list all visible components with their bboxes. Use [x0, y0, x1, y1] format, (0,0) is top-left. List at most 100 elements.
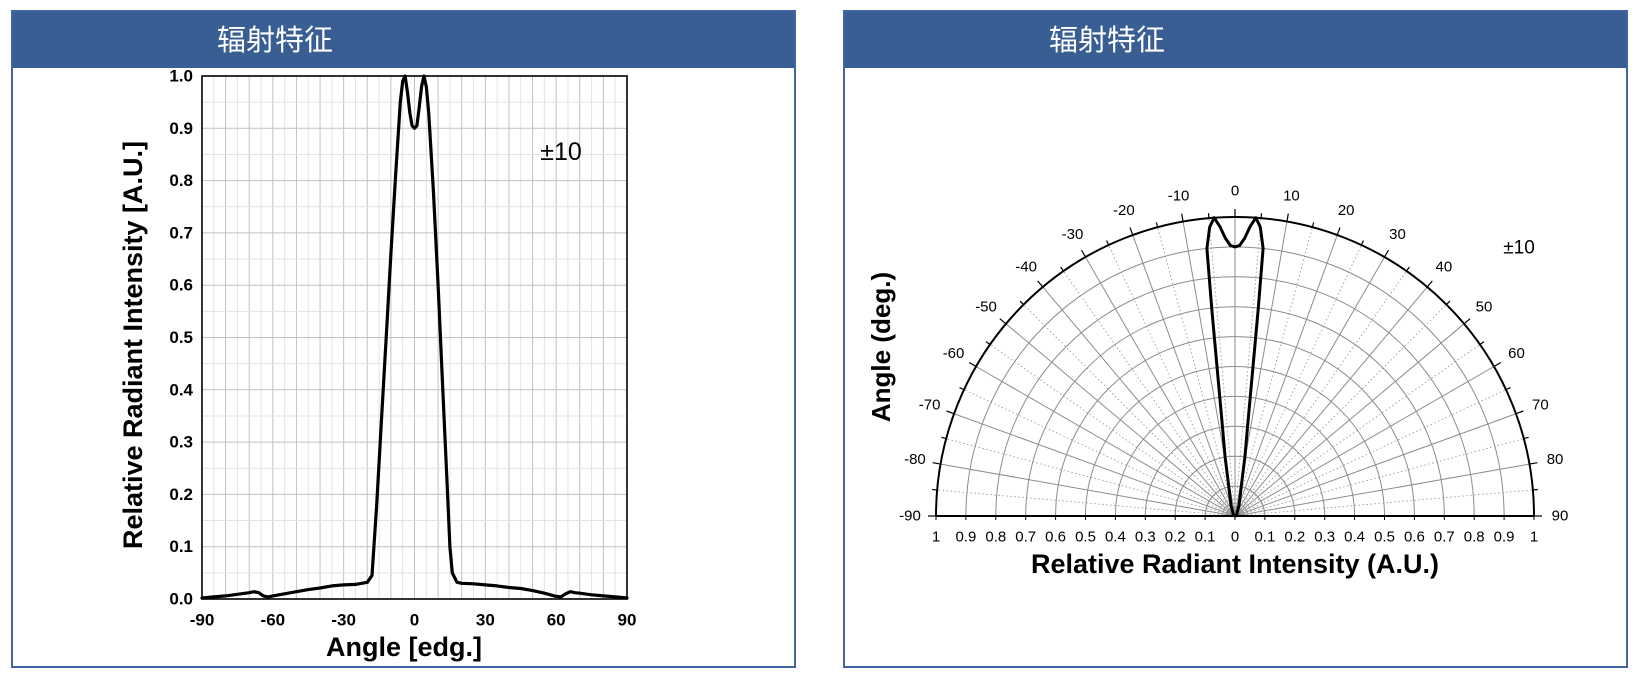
y-tick-label: 0.6: [169, 276, 193, 295]
intensity-tick-label: 0.2: [1284, 529, 1305, 546]
angle-tick-mark: [1446, 300, 1451, 305]
intensity-tick-label: 0.9: [1494, 529, 1515, 546]
angle-tick-mark: [1336, 227, 1341, 236]
angle-tick-label: 0: [1231, 183, 1239, 200]
intensity-tick-label: 0.6: [1045, 529, 1066, 546]
angle-tick-mark: [1523, 436, 1529, 440]
angle-tick-mark: [1426, 280, 1433, 288]
panel-header: 辐射特征: [845, 12, 1626, 68]
arc-gridline: [1025, 306, 1445, 517]
y-tick-label: 0.1: [169, 537, 193, 556]
angle-tick-mark: [959, 386, 965, 391]
angle-tick-mark: [1129, 227, 1134, 236]
angle-tick-label: -10: [1168, 187, 1190, 204]
angle-tick-mark: [1080, 249, 1087, 258]
angle-tick-mark: [1383, 249, 1390, 258]
y-tick-label: 0.3: [169, 433, 193, 452]
angle-tick-label: 90: [1552, 508, 1569, 525]
series-line: [200, 74, 629, 600]
angle-tick-mark: [946, 410, 955, 415]
y-tick-label: 0.7: [169, 223, 193, 242]
angle-tick-mark: [1181, 213, 1184, 222]
angle-tick-label: 20: [1338, 202, 1355, 219]
y-tick-label: 0.0: [169, 590, 193, 609]
intensity-tick-label: 0.4: [1105, 529, 1126, 546]
angle-axis-title: Angle (deg.): [866, 272, 896, 422]
panel-title: 辐射特征: [217, 23, 334, 57]
angle-tick-mark: [1286, 213, 1289, 222]
angle-tick-mark: [1105, 240, 1110, 246]
angle-tick-label: 30: [1389, 226, 1406, 243]
x-tick-label: -90: [190, 611, 215, 630]
arc-gridline: [995, 276, 1475, 517]
intensity-tick-label: 0.8: [985, 529, 1006, 546]
x-tick-label: -30: [331, 611, 356, 630]
intensity-tick-label: 1: [932, 529, 940, 546]
intensity-tick-label: 0.4: [1344, 529, 1365, 546]
intensity-tick-label: 0.9: [955, 529, 976, 546]
tick-labels: 0.0 0.1 0.2 0.3 0.4 0.5 0.6 0.7 0.8 0.9 1.0 -90 -60 -…: [169, 67, 636, 630]
angle-tick-mark: [968, 361, 977, 368]
x-tick-label: -60: [261, 611, 286, 630]
x-tick-label: 90: [618, 611, 637, 630]
plot-frame: [201, 75, 628, 600]
angle-tick-label: 40: [1436, 259, 1453, 276]
intensity-tick-label: 1: [1530, 529, 1538, 546]
arc-gridline: [1204, 485, 1266, 517]
angle-tick-label: 60: [1508, 345, 1525, 362]
angle-tick-mark: [1155, 222, 1159, 228]
radiation-panel-polar: 辐射特征 -90 -80 -70 -60 -50 -40 -30 -20 -10 0 10 20 30 4…: [843, 10, 1628, 668]
angle-tick-mark: [1505, 386, 1511, 391]
intensity-tick-label: 0.6: [1404, 529, 1425, 546]
intensity-tick-label: 0.1: [1254, 529, 1275, 546]
intensity-tick-label: 0.5: [1374, 529, 1395, 546]
angle-tick-mark: [999, 318, 1007, 325]
y-tick-label: 1.0: [169, 67, 193, 86]
intensity-tick-label: 0.5: [1075, 529, 1096, 546]
angle-tick-label: 80: [1547, 451, 1564, 468]
angle-tick-label: 10: [1283, 187, 1300, 204]
angle-tick-mark: [1463, 318, 1471, 325]
angle-tick-label: -50: [975, 299, 997, 316]
angle-tick-mark: [941, 436, 947, 440]
arc-gridline: [1174, 455, 1296, 517]
angle-tick-label: -90: [899, 508, 921, 525]
arc-gridline: [1144, 425, 1326, 517]
y-tick-label: 0.9: [169, 119, 193, 138]
angle-tick-label: -60: [943, 345, 965, 362]
y-tick-label: 0.8: [169, 171, 193, 190]
y-tick-label: 0.5: [169, 328, 193, 347]
polar-line-chart: -90-80-70-60-50-40-30-20-10 0 102030405060…: [866, 183, 1568, 580]
radiation-panel-cartesian: 辐射特征 0.0 0.1 0.2 0.3 0.4 0.5 0.6 0.7 0.8 0.9 1.0 -9…: [11, 10, 796, 668]
cartesian-line-chart: 0.0 0.1 0.2 0.3 0.4 0.5 0.6 0.7 0.8 0.9 1.0 -90 -60 -…: [118, 67, 636, 663]
y-tick-label: 0.2: [169, 485, 193, 504]
intensity-axis-title: Relative Radiant Intensity (A.U.): [1031, 549, 1439, 579]
intensity-tick-label: 0.3: [1135, 529, 1156, 546]
annotation-label: ±10: [540, 138, 582, 166]
panel-title: 辐射特征: [1049, 23, 1166, 57]
x-axis-title: Angle [edg.]: [326, 632, 482, 662]
polar-grid: [928, 209, 1542, 520]
x-tick-label: 0: [410, 611, 419, 630]
y-tick-label: 0.4: [169, 380, 193, 399]
angle-tick-mark: [1515, 410, 1524, 415]
grid: [201, 75, 628, 600]
angle-tick-mark: [1037, 280, 1044, 288]
intensity-tick-label: 0.7: [1015, 529, 1036, 546]
dotted-spoke-gridline: [1234, 489, 1533, 517]
intensity-tick-label: 0.8: [1464, 529, 1485, 546]
angle-tick-label: -40: [1015, 259, 1037, 276]
intensity-tick-label: 0.1: [1195, 529, 1216, 546]
angle-tick-label: -20: [1113, 202, 1135, 219]
tick-labels: -90-80-70-60-50-40-30-20-10 0 102030405060…: [899, 183, 1568, 546]
x-tick-label: 30: [476, 611, 495, 630]
angle-tick-label: 70: [1532, 396, 1549, 413]
angle-tick-mark: [1479, 341, 1485, 345]
angle-tick-mark: [1060, 266, 1064, 272]
x-tick-label: 60: [547, 611, 566, 630]
angle-tick-mark: [932, 462, 941, 465]
angle-tick-mark: [1019, 300, 1024, 305]
angle-tick-mark: [1493, 361, 1502, 368]
intensity-tick-label: 0.3: [1314, 529, 1335, 546]
panel-header: 辐射特征: [13, 12, 794, 68]
